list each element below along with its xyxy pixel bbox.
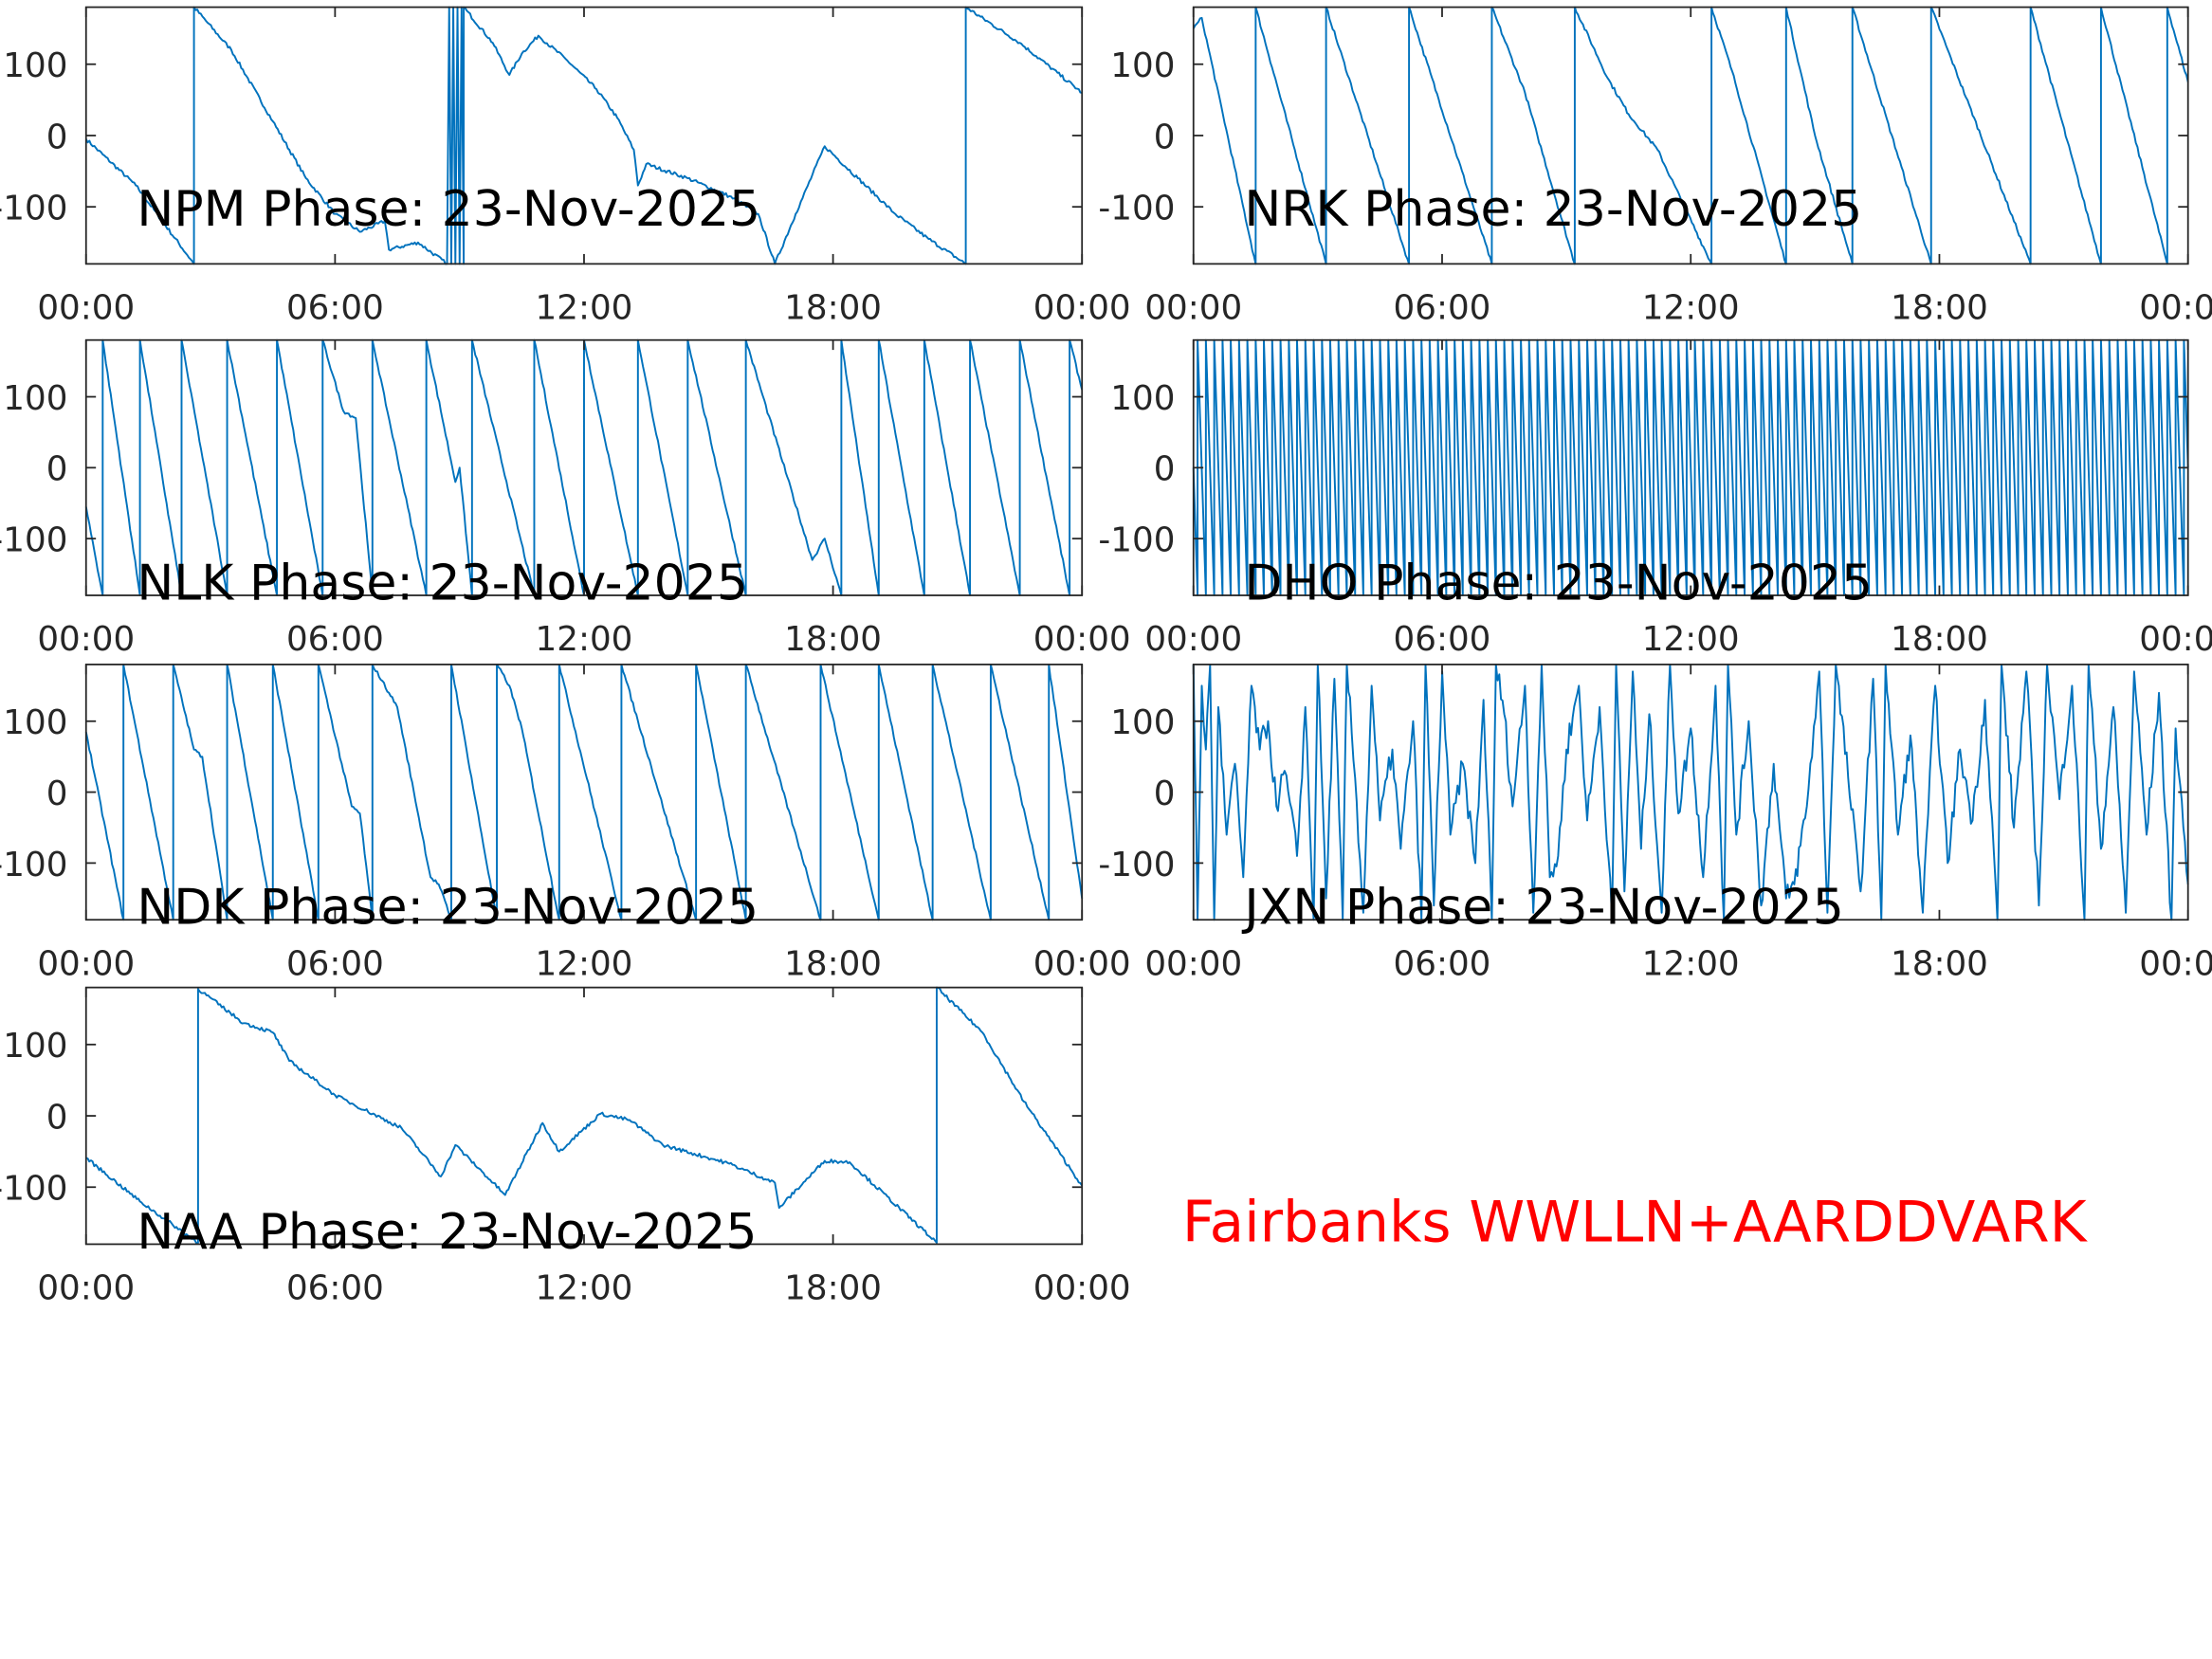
x-tick-label: 00:00 [37, 1268, 135, 1307]
plot-area [85, 987, 1083, 1245]
x-tick-label: 12:00 [1642, 944, 1740, 983]
x-tick-label: 00:00 [37, 620, 135, 659]
panel-title: NRK Phase: 23-Nov-2025 [1244, 181, 1862, 238]
y-tick-label: -100 [1098, 846, 1175, 884]
panel-title: JXN Phase: 23-Nov-2025 [1241, 880, 1844, 937]
y-tick-label: 100 [3, 703, 67, 742]
x-tick-label: 06:00 [1394, 620, 1491, 659]
phase-series-line [1192, 663, 2189, 921]
panel-ndk: 00:00 06:00 12:00 18:00 00:00 100 0 -100 NDK Pha… [0, 663, 1131, 983]
x-tick-label: 06:00 [286, 944, 384, 983]
phase-series-line [1192, 6, 2189, 265]
x-tick-label: 00:00 [1144, 620, 1242, 659]
y-tick-label: 100 [3, 379, 67, 418]
x-tick-label: 00:00 [2139, 620, 2212, 659]
y-tick-label: 100 [3, 46, 67, 85]
figure-note: Fairbanks WWLLN+AARDDVARK [1182, 1190, 2089, 1255]
x-tick-label: 00:00 [37, 944, 135, 983]
x-tick-label: 18:00 [784, 288, 882, 327]
plot-area [85, 664, 1083, 921]
y-tick-label: 0 [1154, 118, 1176, 156]
y-tick-label: 0 [46, 118, 68, 156]
x-tick-label: 18:00 [784, 1268, 882, 1307]
x-tick-label: 18:00 [1891, 620, 1988, 659]
x-tick-label: 06:00 [1394, 944, 1491, 983]
x-tick-label: 06:00 [286, 1268, 384, 1307]
y-tick-label: -100 [1098, 190, 1175, 228]
phase-series-line [84, 6, 1083, 265]
plot-area [85, 7, 1083, 264]
plot-area [1193, 664, 2188, 921]
x-tick-label: 00:00 [1033, 944, 1131, 983]
x-tick-label: 12:00 [536, 944, 633, 983]
y-tick-label: -100 [0, 846, 67, 884]
y-tick-label: 0 [1154, 450, 1176, 489]
x-tick-label: 12:00 [536, 620, 633, 659]
x-tick-label: 00:00 [2139, 944, 2212, 983]
x-tick-label: 00:00 [1144, 288, 1242, 327]
panel-nlk: 00:00 06:00 12:00 18:00 00:00 100 0 -100 NLK Pha… [0, 338, 1131, 659]
y-tick-label: -100 [0, 190, 67, 228]
y-tick-label: -100 [0, 521, 67, 560]
phase-series-line [1192, 338, 2189, 596]
phase-series-line [85, 986, 1084, 1245]
x-tick-label: 18:00 [1891, 288, 1988, 327]
panel-title: NAA Phase: 23-Nov-2025 [137, 1204, 757, 1261]
x-tick-label: 06:00 [1394, 288, 1491, 327]
y-tick-label: 0 [46, 775, 68, 813]
panel-nrk: 00:00 06:00 12:00 18:00 00:00 100 0 -100 NRK Pha… [1098, 6, 2212, 327]
x-tick-label: 12:00 [536, 288, 633, 327]
y-tick-label: 100 [1110, 703, 1175, 742]
x-tick-label: 18:00 [784, 944, 882, 983]
panel-naa: 00:00 06:00 12:00 18:00 00:00 100 0 -100 NAA Pha… [0, 986, 1131, 1307]
y-tick-label: 100 [3, 1027, 67, 1066]
panel-jxn: 00:00 06:00 12:00 18:00 00:00 100 0 -100 JXN Pha… [1098, 663, 2212, 983]
x-tick-label: 06:00 [286, 288, 384, 327]
x-tick-label: 18:00 [784, 620, 882, 659]
x-tick-label: 00:00 [1033, 620, 1131, 659]
x-tick-label: 18:00 [1891, 944, 1988, 983]
phase-series-line [84, 663, 1084, 921]
panel-title: NPM Phase: 23-Nov-2025 [137, 181, 760, 238]
x-tick-label: 00:00 [37, 288, 135, 327]
x-tick-label: 12:00 [1642, 620, 1740, 659]
x-tick-label: 00:00 [1144, 944, 1242, 983]
x-tick-label: 06:00 [286, 620, 384, 659]
y-tick-label: -100 [0, 1170, 67, 1209]
panel-title: DHO Phase: 23-Nov-2025 [1244, 555, 1873, 611]
panel-npm: 00:00 06:00 12:00 18:00 00:00 100 0 -100 NPM Pha… [0, 6, 1131, 327]
y-tick-label: 0 [46, 1098, 68, 1137]
x-tick-label: 00:00 [1033, 288, 1131, 327]
x-tick-label: 12:00 [536, 1268, 633, 1307]
panel-dho: 00:00 06:00 12:00 18:00 00:00 100 0 -100 DHO Pha… [1098, 338, 2212, 659]
x-tick-label: 12:00 [1642, 288, 1740, 327]
panel-title: NDK Phase: 23-Nov-2025 [137, 880, 759, 937]
y-tick-label: 0 [46, 450, 68, 489]
x-tick-label: 00:00 [2139, 288, 2212, 327]
y-tick-label: 100 [1110, 379, 1175, 418]
y-tick-label: 0 [1154, 775, 1176, 813]
panel-title: NLK Phase: 23-Nov-2025 [137, 555, 748, 611]
y-tick-label: -100 [1098, 521, 1175, 560]
y-tick-label: 100 [1110, 46, 1175, 85]
x-tick-label: 00:00 [1033, 1268, 1131, 1307]
